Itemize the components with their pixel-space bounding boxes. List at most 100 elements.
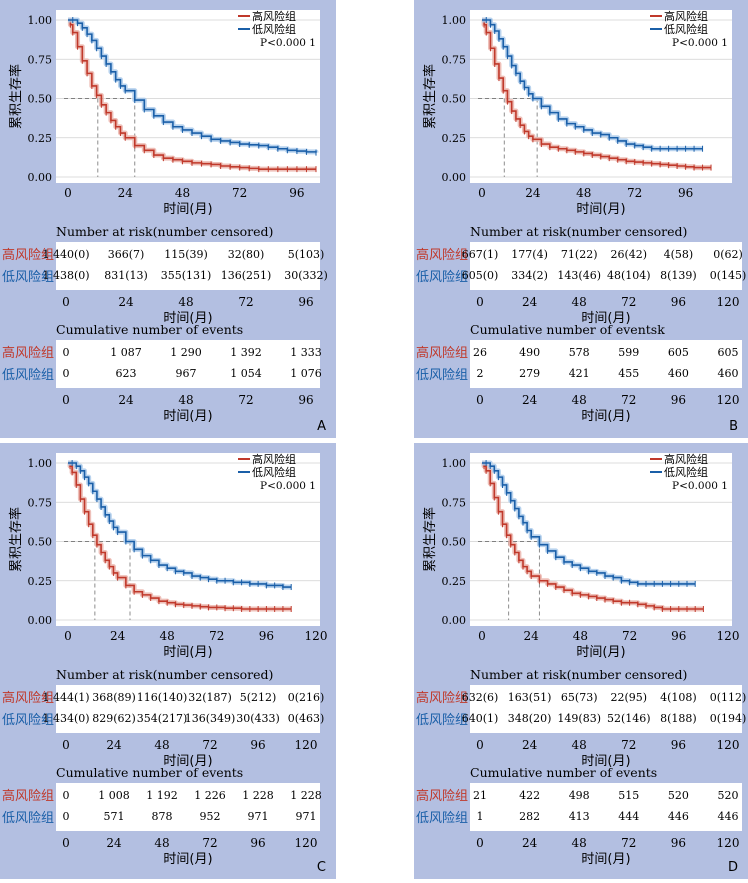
events-x-tick: 24	[522, 393, 538, 407]
events-cell-high: 515	[618, 789, 639, 802]
risk-cell-low: 8(139)	[660, 269, 697, 282]
y-tick-label: 0.00	[28, 171, 53, 184]
y-tick-label: 0.50	[28, 93, 53, 106]
events-x-tick: 72	[621, 836, 636, 850]
risk-cell-high: 4(108)	[660, 691, 697, 704]
panel-A: 0.000.250.500.751.000 24 48 72 96时间(月)累积生存率高…	[0, 0, 336, 438]
x-tick-label: 48	[175, 186, 190, 200]
events-cell-high: 0	[63, 346, 70, 359]
risk-cell-low: 30(433)	[236, 712, 280, 725]
risk-cell-high: 65(73)	[561, 691, 598, 704]
risk-cell-low: 0(194)	[710, 712, 747, 725]
risk-x-tick: 48	[154, 738, 169, 752]
events-x-tick: 24	[118, 393, 134, 407]
p-value-label: P<0.000 1	[260, 480, 316, 492]
risk-cell-low: 829(62)	[92, 712, 136, 725]
events-x-tick: 0	[476, 393, 484, 407]
risk-cell-high: 116(140)	[137, 691, 188, 704]
risk-cell-high: 632(6)	[462, 691, 499, 704]
row-label-high-risk: 高风险组	[416, 788, 468, 804]
risk-x-axis-label: 时间(月)	[581, 311, 630, 326]
x-axis-label: 时间(月)	[576, 202, 625, 217]
y-tick-label: 0.50	[442, 536, 467, 549]
risk-cell-low: 354(217)	[137, 712, 188, 725]
events-cell-high: 422	[519, 789, 540, 802]
risk-x-tick: 48	[572, 295, 587, 309]
risk-x-tick: 24	[106, 738, 122, 752]
y-tick-label: 0.25	[442, 132, 467, 145]
risk-cell-low: 1 438(0)	[42, 269, 89, 282]
events-cell-high: 578	[569, 346, 590, 359]
risk-cell-high: 0(62)	[713, 248, 743, 261]
risk-cell-high: 368(89)	[92, 691, 136, 704]
risk-x-tick: 72	[238, 295, 253, 309]
row-label-low-risk: 低风险组	[2, 270, 54, 285]
events-cell-low: 446	[718, 810, 739, 823]
p-value-label: P<0.000 1	[672, 480, 728, 492]
survival-curve-high-risk	[482, 462, 704, 610]
y-tick-label: 1.00	[28, 14, 53, 27]
risk-x-tick: 120	[295, 738, 318, 752]
risk-cell-high: 1 444(1)	[42, 691, 89, 704]
y-tick-label: 0.75	[28, 53, 53, 66]
x-tick-label: 96	[259, 629, 274, 643]
risk-x-tick: 120	[717, 295, 740, 309]
events-cell-low: 571	[104, 810, 125, 823]
x-tick-label: 72	[232, 186, 247, 200]
risk-x-tick: 24	[522, 295, 538, 309]
events-cell-low: 1	[477, 810, 484, 823]
y-tick-label: 0.50	[28, 536, 53, 549]
events-x-tick: 72	[621, 393, 636, 407]
legend-label-high-risk: 高风险组	[664, 9, 708, 23]
y-tick-label: 0.00	[442, 171, 467, 184]
risk-cell-high: 366(7)	[108, 248, 145, 261]
risk-table-title: Number at risk(number censored)	[56, 667, 273, 682]
events-x-tick: 120	[717, 393, 740, 407]
p-value-label: P<0.000 1	[260, 37, 316, 49]
legend-label-low-risk: 低风险组	[252, 22, 296, 36]
events-cell-high: 1 392	[230, 346, 262, 359]
events-cell-low: 1 076	[290, 367, 322, 380]
risk-cell-high: 26(42)	[611, 248, 648, 261]
y-tick-label: 1.00	[442, 14, 467, 27]
risk-table-box	[56, 685, 320, 733]
risk-cell-high: 5(212)	[240, 691, 277, 704]
events-table-title: Cumulative number of events	[56, 765, 243, 780]
x-axis-label: 时间(月)	[163, 202, 212, 217]
y-tick-label: 0.50	[442, 93, 467, 106]
events-cell-low: 282	[519, 810, 540, 823]
risk-cell-high: 32(80)	[228, 248, 265, 261]
x-tick-label: 0	[64, 629, 72, 643]
p-value-label: P<0.000 1	[672, 37, 728, 49]
risk-x-tick: 96	[671, 738, 686, 752]
x-tick-label: 24	[524, 629, 540, 643]
y-tick-label: 0.00	[28, 614, 53, 627]
y-axis-label: 累积生存率	[422, 507, 438, 572]
row-label-high-risk: 高风险组	[416, 690, 468, 706]
events-cell-high: 490	[519, 346, 540, 359]
x-tick-label: 48	[160, 629, 175, 643]
risk-x-tick: 0	[476, 738, 484, 752]
events-x-tick: 24	[522, 836, 538, 850]
row-label-high-risk: 高风险组	[2, 788, 54, 804]
risk-cell-low: 136(251)	[221, 269, 272, 282]
row-label-low-risk: 低风险组	[416, 811, 468, 826]
legend-label-high-risk: 高风险组	[252, 9, 296, 23]
events-cell-low: 971	[248, 810, 269, 823]
events-x-axis-label: 时间(月)	[163, 409, 212, 424]
risk-x-tick: 48	[572, 738, 587, 752]
panel-B: 0.000.250.500.751.000 24 48 72 96时间(月)累积生存率高…	[414, 0, 748, 438]
risk-cell-high: 667(1)	[462, 248, 499, 261]
x-tick-label: 96	[678, 186, 693, 200]
events-cell-low: 279	[519, 367, 540, 380]
x-tick-label: 0	[478, 629, 486, 643]
events-cell-low: 0	[63, 810, 70, 823]
events-x-tick: 72	[238, 393, 253, 407]
events-x-tick: 120	[295, 836, 318, 850]
risk-x-tick: 96	[298, 295, 313, 309]
events-cell-low: 967	[176, 367, 197, 380]
events-x-axis-label: 时间(月)	[581, 409, 630, 424]
risk-cell-low: 348(20)	[508, 712, 552, 725]
events-cell-low: 623	[116, 367, 137, 380]
events-cell-low: 2	[477, 367, 484, 380]
